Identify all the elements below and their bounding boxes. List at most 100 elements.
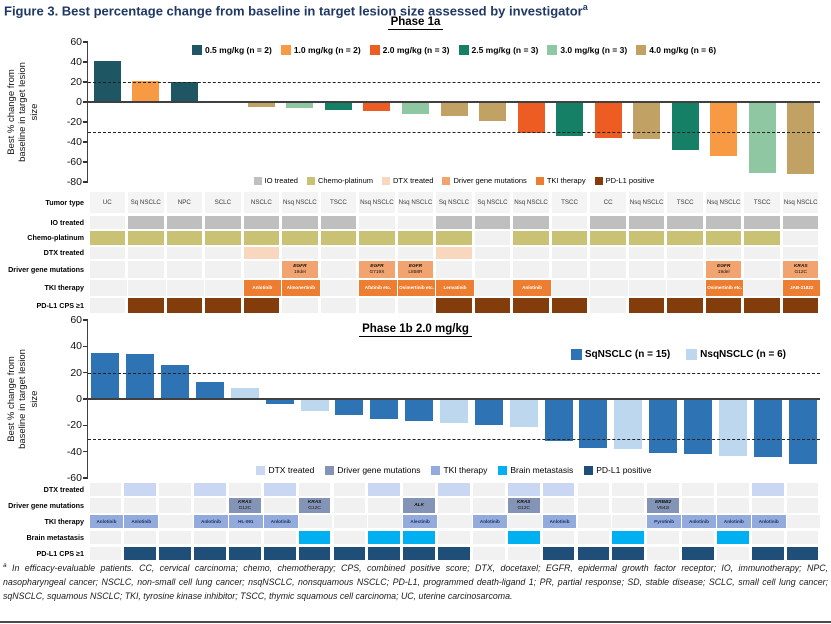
gene-mutation-cell [542,498,575,513]
table-flag-cell [782,231,819,245]
phase1a-heading-text: Phase 1a [387,16,444,30]
footnote-text: In efficacy-evaluable patients. CC, cerv… [3,562,829,601]
gene-mutation-cell [682,498,714,513]
gene-mutation-cell [128,261,164,278]
legend-item: IO treated [253,176,298,185]
waterfall-bar [230,388,259,399]
table-flag-cell [205,216,241,229]
table-flag-cell [128,231,164,245]
table-flag-cell [751,531,784,544]
y-tick-label: 40 [70,340,82,353]
table-flag-cell [507,483,540,496]
table-flag-cell [628,247,665,259]
therapy-cell: Osimertinib etc. [397,280,436,296]
waterfall-bar [370,399,399,419]
phase1a-y-axis-label: Best % change from baseline in target le… [6,62,40,162]
legend-item: Chemo-platinum [306,176,373,185]
legend-label: IO treated [264,176,298,185]
legend-item: Driver gene mutations [442,176,527,185]
table-flag-cell [551,231,588,245]
table-flag-cell [782,216,819,229]
phase1a-attribute-legend: IO treated Chemo-platinum DTX treated Drive… [88,176,820,185]
legend-label: 4.0 mg/kg (n = 6) [649,45,717,55]
tumor-type-cell: SCLC [205,192,241,213]
therapy-cell [368,515,403,528]
table-flag-cell [166,247,203,259]
therapy-cell [744,280,782,296]
gene-name: KRAS [793,263,808,269]
gene-mutation-cell [159,498,192,513]
table-flag-cell [436,247,472,259]
waterfall-bar [335,399,364,415]
therapy-cell [577,515,612,528]
table-flag-cell [166,216,203,229]
gene-mutation-cell: EGFR G719X [359,261,395,278]
gene-mutation-cell: EGFR 19del [705,261,742,278]
y-tick-mark [83,424,88,427]
gene-variant: G12C [308,505,321,511]
table-flag-cell [159,547,192,560]
table-flag-cell [647,483,680,496]
legend-item: PD-L1 positive [584,465,652,475]
gene-variant: G12C [794,269,807,275]
footnote: a In efficacy-evaluable patients. CC, ce… [3,561,828,604]
table-row-label: TKI therapy [44,283,84,292]
gene-mutation-cell [577,498,610,513]
waterfall-bar [544,399,573,442]
gene-mutation-cell [89,498,122,513]
y-tick-label: -80 [66,176,82,188]
table-flag-cell [397,247,434,259]
table-flag-cell [612,483,645,496]
legend-swatch [547,45,558,55]
table-flag-cell [89,231,126,245]
table-flag-cell [590,247,626,259]
table-flag-cell [320,247,357,259]
waterfall-bar [286,102,314,108]
legend-label: PD-L1 positive [605,176,655,185]
therapy-cell: Anlotinib [124,515,159,528]
table-flag-cell [705,247,742,259]
y-tick-mark [83,181,88,183]
legend-label: 3.0 mg/kg (n = 3) [560,45,628,55]
legend-swatch [498,465,508,475]
table-flag-cell [507,547,540,560]
legend-label: PD-L1 positive [596,465,652,475]
gene-mutation-cell: ERBB2 V842I [647,498,680,513]
waterfall-bar [788,399,817,464]
therapy-cell [590,280,628,296]
table-flag-cell [243,247,280,259]
gene-mutation-cell [590,261,626,278]
table-row-label: TKI therapy [44,517,84,526]
figure-title: Figure 3. Best percentage change from ba… [4,2,588,18]
therapy-cell [320,280,359,296]
table-flag-cell [751,483,784,496]
table-flag-cell [89,483,122,496]
legend-item: PD-L1 positive [594,176,655,185]
table-flag-cell [124,547,157,560]
y-tick-label: -40 [66,445,82,458]
table-flag-cell [551,247,588,259]
waterfall-bar [509,399,538,427]
therapy-cell [128,280,166,296]
therapy-cell: Alectinib [403,515,438,528]
legend-swatch [191,45,202,55]
gene-name: EGFR [408,263,423,269]
waterfall-bar [324,102,352,110]
legend-item: DTX treated [382,176,433,185]
footnote-superscript: a [3,562,7,569]
gene-name: KRAS [238,499,252,505]
gene-name: KRAS [307,499,322,505]
table-flag-cell [716,531,749,544]
table-flag-cell [716,547,749,560]
table-flag-cell [551,298,588,313]
therapy-cell: Anlotinib [89,515,124,528]
therapy-cell: Lenvatinib [436,280,474,296]
table-flag-cell [612,547,645,560]
legend-item: NsqNSCLC (n = 6) [686,349,786,360]
table-flag-cell [542,547,575,560]
table-flag-cell [320,216,357,229]
gene-mutation-cell [436,261,472,278]
table-flag-cell [359,247,395,259]
gene-mutation-cell [124,498,157,513]
tumor-type-cell: Nsq NSCLC [628,192,665,213]
